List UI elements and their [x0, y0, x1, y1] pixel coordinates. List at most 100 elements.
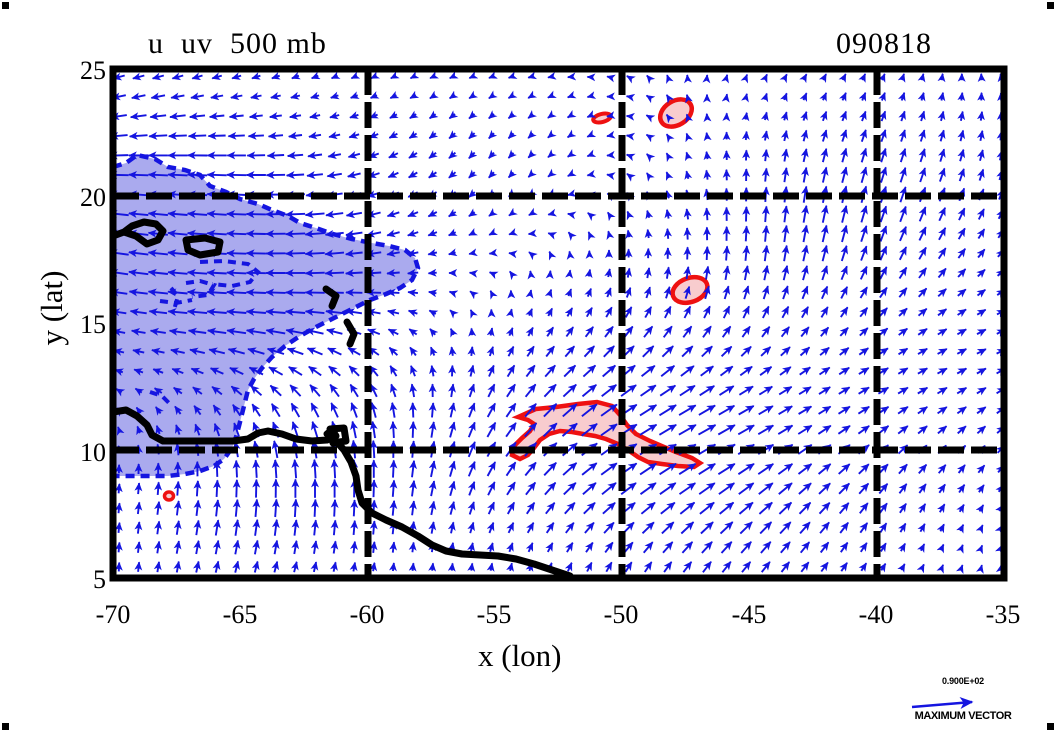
wind-vector — [976, 248, 986, 259]
wind-vector — [777, 463, 794, 475]
wind-vector — [897, 73, 906, 83]
wind-vector — [584, 561, 593, 572]
wind-vector — [955, 564, 964, 574]
wind-vector — [898, 502, 907, 514]
wind-vector — [212, 560, 221, 573]
wind-vector — [206, 288, 227, 297]
wind-vector — [186, 308, 208, 317]
wind-vector — [587, 231, 596, 241]
wind-vector — [878, 307, 888, 318]
wind-vector — [309, 384, 321, 397]
wind-vector — [859, 502, 869, 514]
wind-vector — [936, 543, 945, 554]
wind-vector — [226, 210, 247, 219]
wind-vector — [306, 171, 323, 179]
wind-vector — [606, 111, 616, 119]
wind-vector — [388, 130, 399, 139]
wind-vector — [778, 385, 793, 396]
wind-vector — [641, 364, 656, 378]
wind-vector — [525, 364, 536, 378]
wind-vector — [173, 520, 182, 535]
wind-vector — [566, 129, 577, 139]
wind-vector — [699, 501, 715, 515]
wind-vector — [658, 423, 677, 436]
wind-vector — [878, 483, 889, 495]
wind-vector — [897, 425, 909, 435]
wind-vector — [271, 519, 280, 536]
wind-vector — [524, 422, 538, 438]
wind-vector — [587, 212, 597, 222]
wind-vector — [760, 541, 772, 554]
wind-vector — [641, 521, 655, 534]
wind-vector — [206, 210, 227, 219]
wind-vector — [917, 483, 927, 494]
wind-vector — [330, 540, 339, 554]
wind-vector — [956, 328, 967, 337]
wind-vector — [389, 365, 398, 377]
wind-vector — [643, 325, 654, 338]
wind-vector — [547, 168, 557, 178]
plot-frame — [109, 65, 1008, 582]
wind-vector — [193, 519, 202, 536]
wind-vector — [265, 308, 286, 317]
wind-vector — [797, 444, 813, 455]
wind-vector — [245, 327, 266, 336]
wind-vector — [722, 305, 731, 319]
wind-vector — [741, 325, 751, 338]
corner-mark-br — [1047, 723, 1054, 730]
wind-vector — [645, 209, 654, 220]
wind-vector — [468, 327, 477, 337]
wind-vector — [721, 93, 730, 103]
wind-vector — [956, 348, 967, 357]
wind-vector — [525, 308, 533, 318]
wind-vector — [606, 74, 616, 83]
gridlines — [113, 69, 1004, 578]
wind-vector — [349, 111, 359, 119]
wind-vector — [167, 210, 188, 219]
wind-vector — [447, 521, 456, 534]
chart-title: u uv 500 mb — [148, 27, 327, 60]
wind-vector — [486, 421, 497, 438]
wind-vector — [800, 265, 809, 281]
wind-vector — [547, 149, 557, 159]
wind-vector — [507, 129, 517, 139]
wind-vector — [308, 131, 322, 140]
wind-vector — [859, 147, 868, 163]
wind-vector — [781, 205, 790, 223]
wind-vector — [879, 245, 888, 261]
wind-vector — [134, 541, 143, 553]
wind-vector — [245, 308, 266, 317]
wind-vector — [191, 72, 203, 81]
wind-vector — [600, 462, 618, 476]
wind-vector — [113, 210, 129, 218]
wind-vector — [857, 425, 870, 435]
wind-vector — [566, 110, 577, 119]
wind-vector — [897, 347, 909, 357]
coastline-segment — [343, 318, 358, 348]
wind-vector — [410, 365, 418, 377]
wind-vector — [721, 561, 732, 573]
wind-vector — [154, 520, 162, 535]
wind-vector — [311, 420, 319, 439]
wind-vector — [819, 110, 828, 122]
wind-vector — [820, 265, 829, 281]
wind-vector — [761, 167, 770, 182]
wind-vector — [564, 502, 576, 515]
wind-vector — [448, 228, 458, 237]
wind-vector — [603, 521, 615, 534]
x-axis-title: x (lon) — [478, 638, 562, 673]
wind-vector — [252, 498, 261, 517]
wind-vector — [285, 171, 305, 180]
wind-vector — [839, 541, 849, 553]
wind-vector — [167, 170, 188, 179]
wind-vector — [819, 561, 829, 573]
wind-vector — [956, 406, 967, 415]
wind-vector — [153, 387, 164, 396]
wind-vector — [937, 386, 948, 396]
wind-vector — [757, 424, 774, 436]
wind-vector — [917, 523, 926, 533]
wind-vector — [330, 71, 341, 80]
wind-vector — [567, 149, 577, 158]
wind-vector — [741, 305, 750, 319]
wind-vector — [133, 368, 144, 376]
